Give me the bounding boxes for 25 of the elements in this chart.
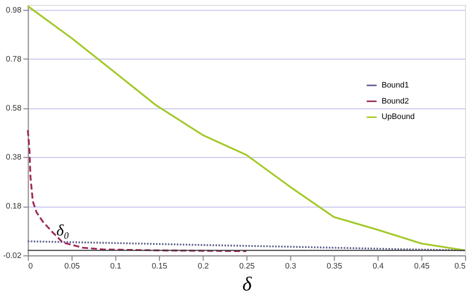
legend-label: UpBound (382, 112, 415, 122)
x-tick-label: 0.35 (326, 262, 343, 271)
annotation: δ₀ (56, 222, 70, 240)
x-tick-label: 0.25 (239, 262, 256, 271)
x-tick-label: 0.1 (110, 262, 122, 271)
y-tick-label: 0.38 (6, 152, 22, 162)
y-tick-label: 0.58 (6, 104, 22, 113)
x-tick-label: 0.5 (454, 262, 466, 271)
y-tick-label: 0.98 (6, 5, 22, 14)
x-axis-title: δ (242, 274, 252, 296)
x-tick-label: 0.4 (372, 262, 384, 271)
y-tick-label: 0.18 (6, 202, 22, 211)
x-tick-label: 0.2 (198, 262, 210, 271)
legend-label: Bound2 (382, 96, 410, 106)
x-tick-label: 0.45 (414, 262, 430, 271)
x-tick-label: 0 (28, 262, 34, 271)
x-tick-label: 0.15 (152, 262, 168, 271)
x-tick-label: 0.05 (64, 262, 80, 271)
line-series (26, 5, 466, 252)
y-tick-label: -0.02 (3, 250, 22, 260)
y-tick-label: 0.78 (6, 54, 22, 64)
x-tick-label: 0.3 (285, 262, 297, 271)
legend-label: Bound1 (382, 80, 410, 90)
line-series (26, 240, 466, 252)
line-series (26, 129, 248, 252)
